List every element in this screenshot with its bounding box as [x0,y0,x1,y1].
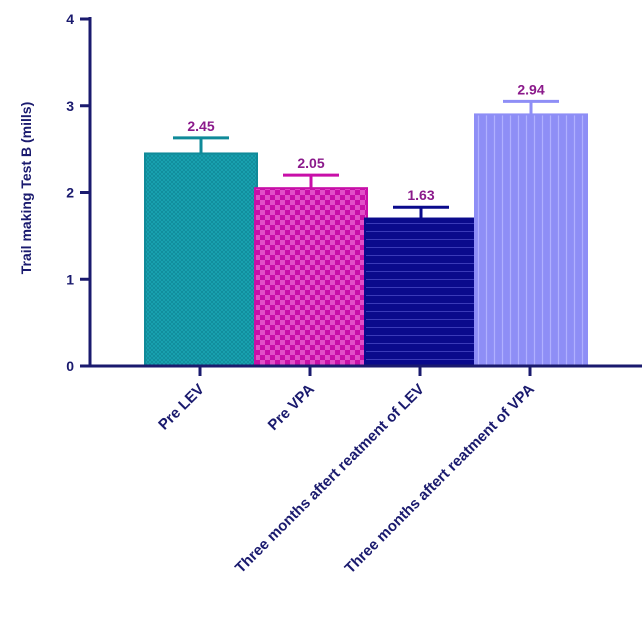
category-label-2: Three months aftert reatment of LEV [232,381,428,577]
bar-1 [254,187,368,367]
category-label-1: Pre VPA [265,381,318,434]
y-tick-label-3: 3 [66,98,74,114]
data-label-1: 2.05 [297,155,324,171]
data-label-3: 2.94 [517,81,544,97]
category-label-0: Pre LEV [155,381,208,434]
y-axis-title: Trail making Test B (mills) [18,102,34,274]
data-label-0: 2.45 [187,118,214,134]
category-label-3: Three months aftert reatment of VPA [342,381,538,577]
bar-3 [474,113,588,367]
y-tick-label-0: 0 [66,358,74,374]
data-label-2: 1.63 [407,187,434,203]
y-tick-label-1: 1 [66,271,74,287]
y-tick-label-2: 2 [66,185,74,201]
y-tick-label-4: 4 [66,11,74,27]
bar-2 [364,217,478,367]
bar-0 [144,152,258,367]
